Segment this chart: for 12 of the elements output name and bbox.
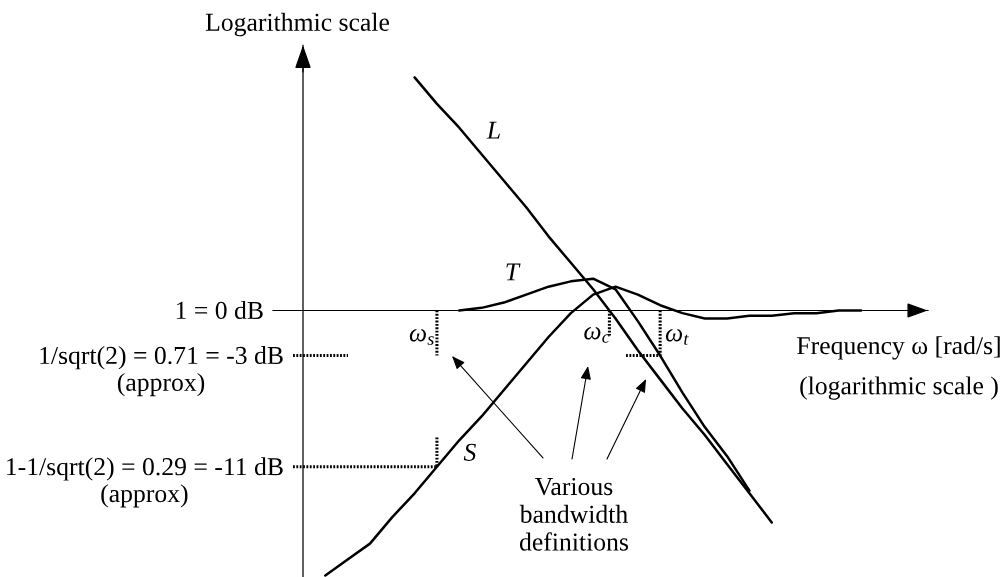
annotation: Various bandwidth definitions	[519, 477, 628, 551]
series-label: T	[506, 263, 521, 281]
annotation: 1/sqrt(2) = 0.71 = -3 dB (approx)	[40, 346, 283, 397]
annotation: ω$_{s}$	[409, 329, 434, 345]
x-axis-title: Frequency ω [rad/s] (logarithmic scale )	[797, 336, 1000, 400]
text: 1 = 0 dB	[176, 301, 263, 320]
annotation: 1-1/sqrt(2) = 0.29 = -11 dB (approx)	[7, 457, 283, 508]
annotation: ω$_{c}$	[584, 327, 610, 343]
series-label: L	[486, 121, 500, 139]
series-label: S	[463, 443, 476, 461]
y-axis-title: Logarithmic scale	[205, 12, 389, 37]
annotation: ω$_{t}$	[665, 329, 689, 345]
